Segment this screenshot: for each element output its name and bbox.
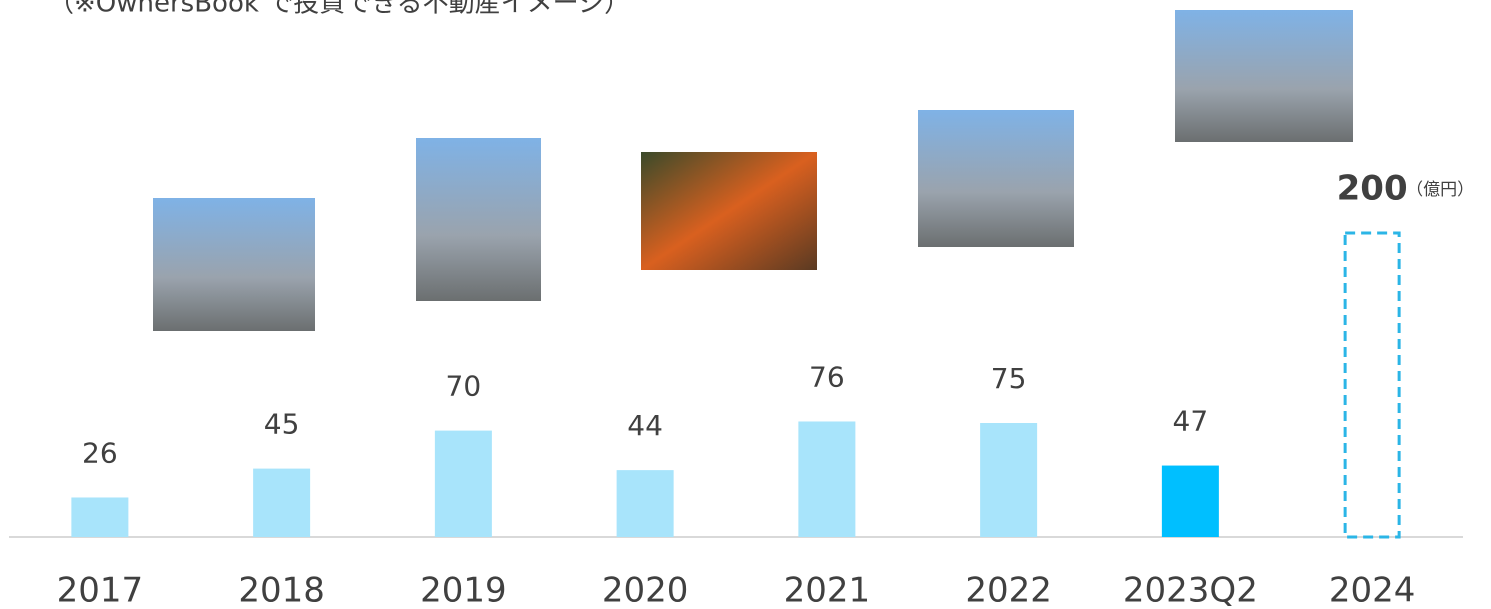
value-label: 44 [627, 409, 663, 442]
x-tick-label: 2024 [1329, 571, 1416, 609]
photo [641, 152, 817, 270]
value-label: 45 [264, 408, 300, 441]
bar [980, 423, 1038, 537]
bar [71, 497, 129, 537]
bar [798, 421, 856, 537]
bar [434, 430, 492, 537]
photo [416, 138, 541, 301]
image-note: （※OwnersBook で投資できる不動産イメージ） [48, 0, 630, 19]
value-label: 70 [446, 370, 482, 403]
bar [1161, 465, 1219, 537]
x-tick-label: 2022 [965, 571, 1052, 609]
x-tick-label: 2018 [238, 571, 325, 609]
photo [918, 110, 1074, 247]
property-photos [153, 10, 1353, 331]
value-label: 200 [1337, 169, 1408, 209]
value-label: 47 [1173, 405, 1209, 438]
photo [1175, 10, 1353, 142]
x-tick-label: 2017 [57, 571, 144, 609]
photo [153, 198, 315, 331]
x-tick-label: 2020 [602, 571, 689, 609]
value-label: 26 [82, 436, 118, 469]
bar [1343, 231, 1401, 539]
x-tick-label: 2019 [420, 571, 507, 609]
unit-label: （億円） [1406, 180, 1474, 200]
value-label: 75 [991, 362, 1027, 395]
x-tick-label: 2023Q2 [1123, 571, 1258, 609]
value-label: 76 [809, 360, 845, 393]
bar [616, 470, 674, 537]
x-tick-label: 2021 [784, 571, 871, 609]
bar [253, 468, 311, 537]
